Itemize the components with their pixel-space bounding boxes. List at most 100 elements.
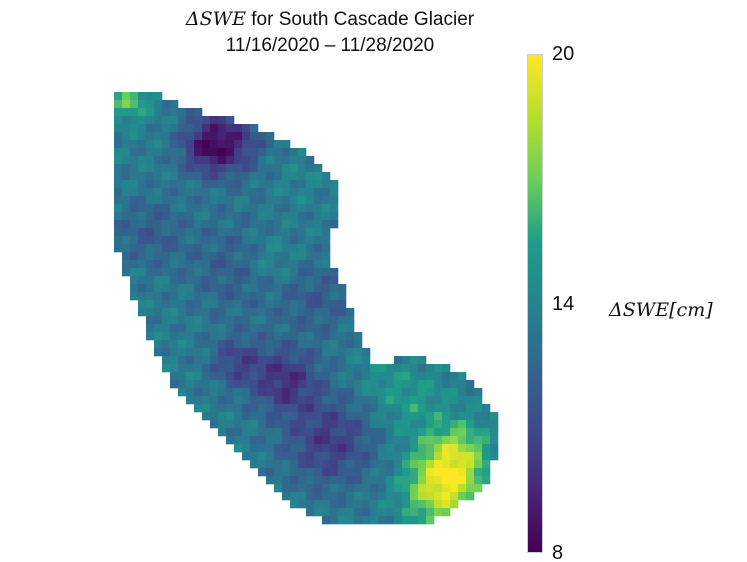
heatmap-cell [210, 196, 219, 205]
heatmap-cell [162, 244, 171, 253]
heatmap-cell [426, 500, 435, 509]
heatmap-cell [194, 300, 203, 309]
heatmap-cell [242, 252, 251, 261]
title-symbol: ΔSWE [185, 8, 246, 30]
heatmap-cell [170, 372, 179, 381]
heatmap-cell [282, 292, 291, 301]
heatmap-cell [210, 132, 219, 141]
heatmap-cell [322, 420, 331, 429]
heatmap-cell [306, 420, 315, 429]
heatmap-cell [274, 452, 283, 461]
heatmap-cell [290, 284, 299, 293]
heatmap-cell [242, 444, 251, 453]
heatmap-cell [242, 332, 251, 341]
heatmap-cell [266, 276, 275, 285]
heatmap-cell [274, 252, 283, 261]
heatmap-cell [282, 340, 291, 349]
heatmap-cell [122, 196, 131, 205]
heatmap-cell [314, 388, 323, 397]
heatmap-cell [346, 508, 355, 517]
heatmap-cell [314, 468, 323, 477]
heatmap-cell [226, 260, 235, 269]
heatmap-cell [114, 148, 123, 157]
heatmap-cell [474, 476, 483, 485]
heatmap-cell [210, 420, 219, 429]
heatmap-cell [202, 412, 211, 421]
heatmap-cell [234, 188, 243, 197]
heatmap-cell [266, 468, 275, 477]
heatmap-cell [170, 252, 179, 261]
heatmap-cell [154, 332, 163, 341]
heatmap-cell [378, 428, 387, 437]
heatmap-cell [314, 364, 323, 373]
heatmap-cell [162, 356, 171, 365]
heatmap-cell [258, 148, 267, 157]
heatmap-cell [314, 332, 323, 341]
heatmap-cell [178, 292, 187, 301]
heatmap-cell [290, 356, 299, 365]
heatmap-cell [322, 460, 331, 469]
heatmap-cell [226, 236, 235, 245]
heatmap-cell [490, 444, 499, 453]
heatmap-cell [314, 212, 323, 221]
heatmap-cell [418, 436, 427, 445]
heatmap-cell [402, 492, 411, 501]
heatmap-cell [410, 508, 419, 517]
heatmap-cell [330, 460, 339, 469]
heatmap-cell [250, 452, 259, 461]
heatmap-cell [282, 300, 291, 309]
heatmap-cell [314, 268, 323, 277]
heatmap-cell [330, 348, 339, 357]
heatmap-cell [426, 460, 435, 469]
heatmap-cell [290, 324, 299, 333]
heatmap-cell [138, 132, 147, 141]
heatmap-cell [130, 140, 139, 149]
heatmap-cell [186, 268, 195, 277]
heatmap-cell [210, 316, 219, 325]
heatmap-cell [306, 284, 315, 293]
heatmap-cell [178, 220, 187, 229]
heatmap-cell [298, 492, 307, 501]
heatmap-cell [170, 228, 179, 237]
heatmap-cell [346, 412, 355, 421]
heatmap-cell [282, 156, 291, 165]
heatmap-cell [194, 348, 203, 357]
heatmap-cell [218, 308, 227, 317]
heatmap-cell [274, 444, 283, 453]
heatmap-cell [170, 116, 179, 125]
heatmap-cell [314, 508, 323, 517]
heatmap-cell [266, 372, 275, 381]
heatmap-cell [458, 444, 467, 453]
heatmap-cell [274, 156, 283, 165]
heatmap-cell [298, 340, 307, 349]
heatmap-cell [266, 204, 275, 213]
heatmap-cell [274, 468, 283, 477]
heatmap-cell [114, 92, 123, 101]
heatmap-cell [410, 468, 419, 477]
heatmap-cell [274, 260, 283, 269]
heatmap-cell [242, 260, 251, 269]
heatmap-cell [290, 420, 299, 429]
heatmap-cell [450, 468, 459, 477]
heatmap-cell [298, 436, 307, 445]
heatmap-cell [290, 276, 299, 285]
heatmap-cell [210, 284, 219, 293]
heatmap-cell [210, 180, 219, 189]
heatmap-cell [266, 412, 275, 421]
heatmap-cell [290, 348, 299, 357]
heatmap-cell [330, 388, 339, 397]
heatmap-cell [370, 460, 379, 469]
heatmap-cell [290, 364, 299, 373]
heatmap-cell [490, 420, 499, 429]
heatmap-cell [274, 268, 283, 277]
heatmap-cell [418, 372, 427, 381]
heatmap-cell [490, 428, 499, 437]
heatmap-cell [170, 316, 179, 325]
heatmap-cell [202, 308, 211, 317]
heatmap-cell [282, 268, 291, 277]
heatmap-cell [234, 396, 243, 405]
heatmap-cell [450, 436, 459, 445]
heatmap-cell [306, 380, 315, 389]
heatmap-cell [194, 124, 203, 133]
